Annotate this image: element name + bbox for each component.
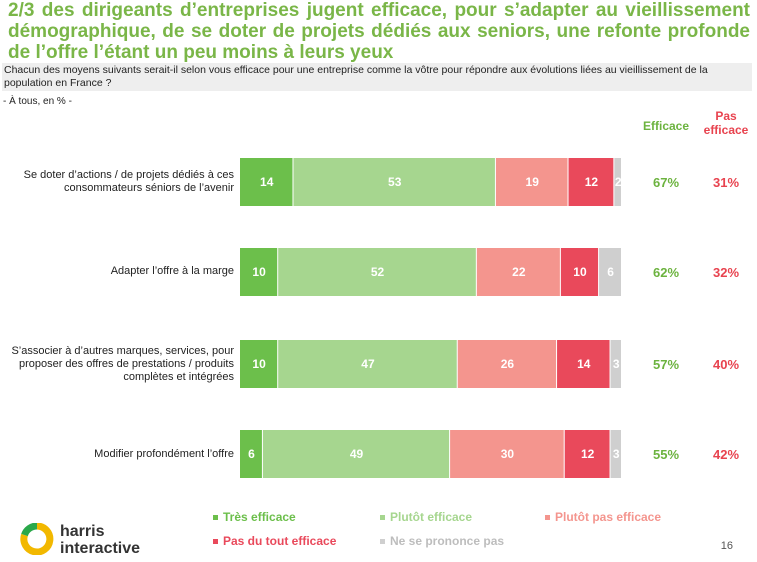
bar-pas-du-tout-efficace-2	[560, 248, 599, 296]
bar-ne-se-prononce-pas-3	[610, 340, 621, 388]
pas-efficace-total-1: 31%	[712, 175, 740, 190]
bar-plutot-pas-efficace-1	[495, 158, 568, 206]
bar-ne-se-prononce-pas-2	[599, 248, 621, 296]
bar-label-pas-du-tout-efficace-2: 10	[573, 265, 587, 279]
bar-plutot-efficace-3	[278, 340, 457, 388]
bar-plutot-efficace-1	[293, 158, 495, 206]
efficace-total-3: 57%	[652, 357, 680, 372]
question-text: Chacun des moyens suivants serait-il sel…	[2, 63, 752, 91]
bar-label-plutot-pas-efficace-1: 19	[526, 175, 540, 189]
bar-pas-du-tout-efficace-4	[564, 430, 610, 478]
bar-label-plutot-efficace-2: 52	[371, 265, 385, 279]
efficace-total-1: 67%	[652, 175, 680, 190]
bar-label-plutot-pas-efficace-3: 26	[501, 357, 515, 371]
bar-ne-se-prononce-pas-4	[610, 430, 621, 478]
bar-ne-se-prononce-pas-1	[614, 158, 621, 206]
bar-label-plutot-efficace-4: 49	[350, 447, 364, 461]
bar-label-tres-efficace-4: 6	[248, 447, 255, 461]
page-title: 2/3 des dirigeants d’entreprises jugent …	[8, 0, 750, 63]
bar-label-pas-du-tout-efficace-3: 14	[577, 357, 591, 371]
bar-label-pas-du-tout-efficace-4: 12	[581, 447, 595, 461]
pas-efficace-total-2: 32%	[712, 265, 740, 280]
bar-label-ne-se-prononce-pas-4: 3	[613, 447, 620, 461]
harris-logo-icon	[18, 522, 56, 560]
column-header-efficace: Efficace	[642, 119, 690, 133]
bar-plutot-efficace-4	[262, 430, 450, 478]
bar-label-ne-se-prononce-pas-2: 6	[607, 265, 614, 279]
bar-plutot-efficace-2	[278, 248, 476, 296]
row-label-3: S’associer à d’autres marques, services,…	[11, 345, 234, 383]
bar-label-tres-efficace-3: 10	[252, 357, 266, 371]
bar-tres-efficace-3	[240, 340, 278, 388]
row-label-1: Se doter d’actions / de projets dédiés à…	[23, 169, 234, 194]
bar-tres-efficace-4	[240, 430, 262, 478]
legend-item-ne-se-prononce-pas: Ne se prononce pas	[380, 534, 504, 548]
efficace-total-4: 55%	[652, 447, 680, 462]
bar-pas-du-tout-efficace-1	[568, 158, 614, 206]
bar-tres-efficace-2	[240, 248, 278, 296]
bar-label-ne-se-prononce-pas-1: 2	[615, 175, 622, 189]
page-number: 16	[720, 540, 733, 552]
efficace-total-2: 62%	[652, 265, 680, 280]
legend-item-plutot-pas-efficace: Plutôt pas efficace	[545, 510, 661, 524]
bar-plutot-pas-efficace-4	[450, 430, 564, 478]
row-label-4: Modifier profondément l’offre	[94, 448, 234, 460]
pas-efficace-total-4: 42%	[712, 447, 740, 462]
bar-label-plutot-efficace-3: 47	[361, 357, 375, 371]
legend-item-tres-efficace: Très efficace	[213, 510, 296, 524]
bar-label-pas-du-tout-efficace-1: 12	[585, 175, 599, 189]
bar-label-ne-se-prononce-pas-3: 3	[613, 357, 620, 371]
bar-plutot-pas-efficace-2	[476, 248, 560, 296]
bar-label-plutot-efficace-1: 53	[388, 175, 402, 189]
bar-label-plutot-pas-efficace-4: 30	[501, 447, 515, 461]
bar-label-tres-efficace-2: 10	[252, 265, 266, 279]
legend-item-plutot-efficace: Plutôt efficace	[380, 510, 472, 524]
base-note: - À tous, en % -	[3, 96, 72, 107]
row-label-2: Adapter l’offre à la marge	[110, 265, 234, 277]
column-header-pas-efficace: Pas efficace	[703, 109, 749, 137]
bar-label-plutot-pas-efficace-2: 22	[512, 265, 526, 279]
bar-pas-du-tout-efficace-3	[557, 340, 610, 388]
bar-plutot-pas-efficace-3	[457, 340, 557, 388]
bar-label-tres-efficace-1: 14	[260, 175, 274, 189]
bar-tres-efficace-1	[240, 158, 293, 206]
legend-item-pas-du-tout-efficace: Pas du tout efficace	[213, 534, 336, 548]
pas-efficace-total-3: 40%	[712, 357, 740, 372]
harris-logo-text: harris interactive	[60, 523, 141, 557]
